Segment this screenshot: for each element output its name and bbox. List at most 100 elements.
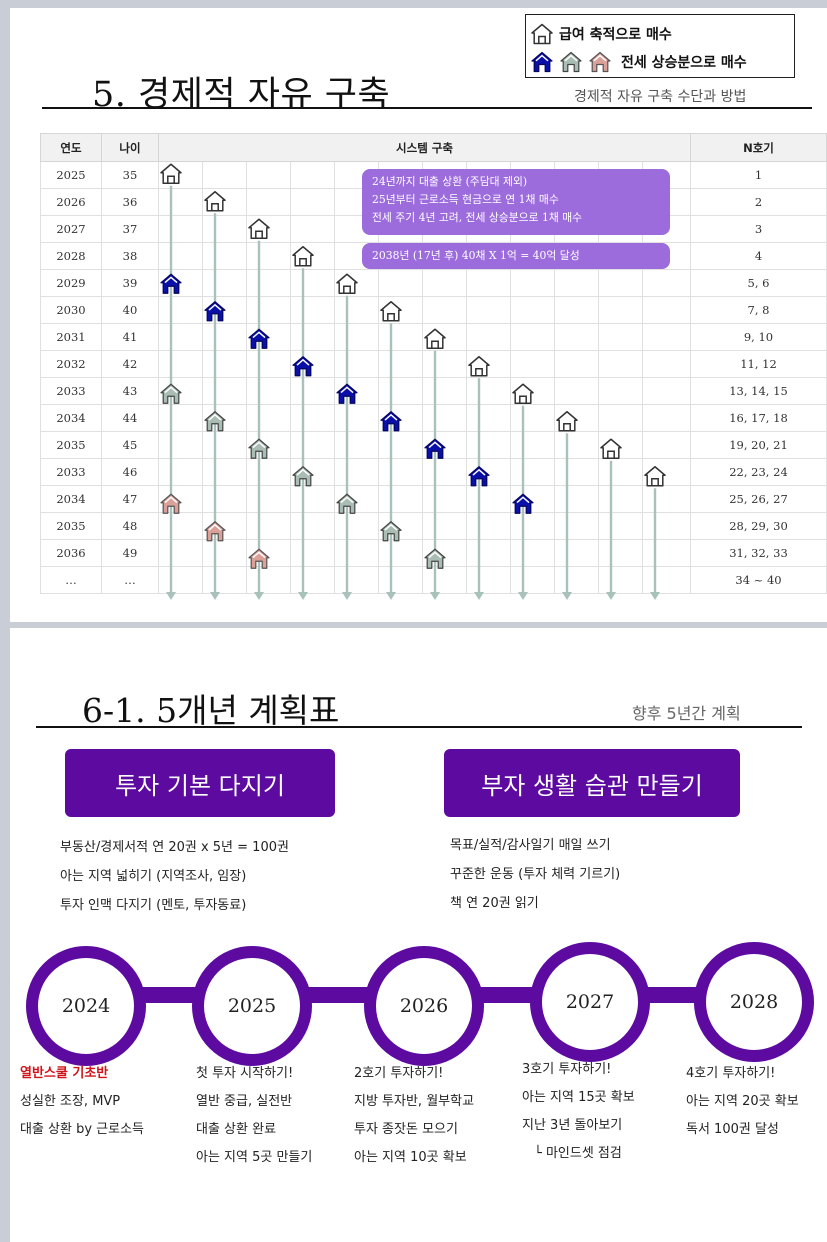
grid-cell bbox=[202, 350, 247, 378]
grid-cell bbox=[422, 539, 467, 567]
grid-cell bbox=[290, 215, 335, 243]
grid-cell bbox=[290, 296, 335, 324]
grid-cell bbox=[642, 296, 691, 324]
year-2028-goals: 4호기 투자하기! 아는 지역 20곳 확보 독서 100권 달성 bbox=[686, 1060, 799, 1144]
grid-cell bbox=[158, 296, 203, 324]
year-2024-goals: 열반스쿨 기초반 성실한 조장, MVP 대출 상환 by 근로소득 bbox=[20, 1060, 144, 1144]
grid-cell bbox=[642, 404, 691, 432]
list-item: 3호기 투자하기! bbox=[522, 1062, 612, 1077]
grid-cell bbox=[510, 458, 555, 486]
grid-cell bbox=[598, 431, 643, 459]
grid-cell bbox=[378, 350, 423, 378]
grid-cell bbox=[202, 377, 247, 405]
list-item: 지난 3년 돌아보기 bbox=[522, 1118, 623, 1133]
grid-cell bbox=[246, 566, 291, 594]
table-row: 2035 45 19, 20, 21 bbox=[40, 431, 827, 459]
table-row: 2034 44 16, 17, 18 bbox=[40, 404, 827, 432]
list-item: 책 연 20권 읽기 bbox=[450, 896, 539, 911]
grid-cell bbox=[202, 404, 247, 432]
grid-cell bbox=[598, 350, 643, 378]
house-gray-icon bbox=[559, 50, 583, 74]
grid-cell bbox=[334, 350, 379, 378]
list-item: 아는 지역 20곳 확보 bbox=[686, 1094, 799, 1109]
grid-cell bbox=[642, 323, 691, 351]
year-cell: 2027 bbox=[40, 215, 102, 243]
grid-cell bbox=[642, 485, 691, 513]
grid-cell bbox=[334, 431, 379, 459]
grid-cell bbox=[554, 296, 599, 324]
grid-cell bbox=[378, 323, 423, 351]
age-cell: 40 bbox=[101, 296, 159, 324]
list-item: 투자 종잣돈 모으기 bbox=[354, 1122, 458, 1137]
grid-cell bbox=[290, 377, 335, 405]
house-blue-icon bbox=[530, 50, 554, 74]
year-cell: 2026 bbox=[40, 188, 102, 216]
age-cell: … bbox=[101, 566, 159, 594]
grid-cell bbox=[202, 215, 247, 243]
grid-cell bbox=[202, 161, 247, 189]
grid-cell bbox=[334, 512, 379, 540]
grid-cell bbox=[158, 323, 203, 351]
grid-cell bbox=[554, 458, 599, 486]
grid-cell bbox=[158, 188, 203, 216]
grid-cell bbox=[554, 350, 599, 378]
grid-cell bbox=[510, 512, 555, 540]
grid-cell bbox=[598, 269, 643, 297]
grid-cell bbox=[598, 539, 643, 567]
year-cell: 2025 bbox=[40, 161, 102, 189]
year-cell: 2029 bbox=[40, 269, 102, 297]
grid-cell bbox=[598, 512, 643, 540]
grid-cell bbox=[202, 323, 247, 351]
grid-cell bbox=[422, 485, 467, 513]
plan-note-line: 전세 주기 4년 고려, 전세 상승분으로 1채 매수 bbox=[372, 211, 583, 224]
list-item: 투자 인맥 다지기 (멘토, 투자동료) bbox=[60, 898, 247, 913]
grid-cell bbox=[510, 431, 555, 459]
grid-cell bbox=[202, 458, 247, 486]
grid-cell bbox=[290, 512, 335, 540]
n-count-cell: 11, 12 bbox=[690, 350, 827, 378]
col-system-header: 시스템 구축 bbox=[158, 133, 691, 162]
table-row: 2032 42 11, 12 bbox=[40, 350, 827, 378]
n-count-cell: 25, 26, 27 bbox=[690, 485, 827, 513]
age-cell: 41 bbox=[101, 323, 159, 351]
list-item: 지방 투자반, 월부학교 bbox=[354, 1094, 475, 1109]
grid-cell bbox=[246, 161, 291, 189]
house-outline-icon bbox=[530, 22, 554, 46]
grid-cell bbox=[378, 539, 423, 567]
grid-cell bbox=[422, 296, 467, 324]
grid-cell bbox=[158, 539, 203, 567]
list-item: 4호기 투자하기! bbox=[686, 1066, 776, 1081]
year-2027-goals: 3호기 투자하기! 아는 지역 15곳 확보 지난 3년 돌아보기 └ 마인드셋… bbox=[522, 1056, 635, 1168]
title-divider bbox=[36, 726, 802, 728]
grid-cell bbox=[466, 512, 511, 540]
table-row: 2030 40 7, 8 bbox=[40, 296, 827, 324]
grid-cell bbox=[466, 377, 511, 405]
grid-cell bbox=[246, 404, 291, 432]
grid-cell bbox=[290, 188, 335, 216]
year-cell: 2035 bbox=[40, 512, 102, 540]
grid-cell bbox=[290, 269, 335, 297]
grid-cell bbox=[202, 566, 247, 594]
list-item: 목표/실적/감사일기 매일 쓰기 bbox=[450, 838, 611, 853]
grid-cell bbox=[642, 458, 691, 486]
n-count-cell: 5, 6 bbox=[690, 269, 827, 297]
grid-cell bbox=[246, 242, 291, 270]
grid-cell bbox=[158, 404, 203, 432]
age-cell: 36 bbox=[101, 188, 159, 216]
grid-cell bbox=[554, 431, 599, 459]
year-cell: 2034 bbox=[40, 404, 102, 432]
grid-cell bbox=[290, 242, 335, 270]
grid-cell bbox=[334, 296, 379, 324]
grid-cell bbox=[510, 566, 555, 594]
slide-title: 5. 경제적 자유 구축 bbox=[92, 75, 391, 115]
grid-cell bbox=[378, 296, 423, 324]
title-divider bbox=[42, 107, 812, 109]
col-n-header: N호기 bbox=[690, 133, 827, 162]
year-cell: 2033 bbox=[40, 377, 102, 405]
grid-cell bbox=[290, 350, 335, 378]
grid-cell bbox=[290, 161, 335, 189]
five-year-plan-slide: 6-1. 5개년 계획표 향후 5년간 계획 투자 기본 다지기 부자 생활 습… bbox=[10, 628, 827, 1242]
grid-cell bbox=[510, 539, 555, 567]
grid-cell bbox=[334, 377, 379, 405]
table-row: 2031 41 9, 10 bbox=[40, 323, 827, 351]
